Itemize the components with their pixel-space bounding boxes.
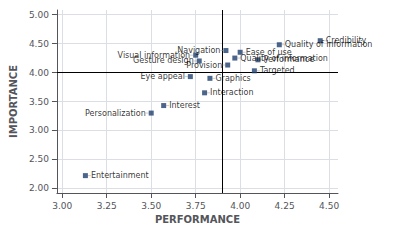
svg-text:Quality of information: Quality of information bbox=[240, 53, 328, 63]
svg-text:Eye appeal: Eye appeal bbox=[140, 72, 184, 81]
svg-text:3.50: 3.50 bbox=[141, 201, 161, 211]
svg-text:Provision: Provision bbox=[186, 61, 222, 70]
svg-text:Quality of information: Quality of information bbox=[285, 40, 373, 49]
svg-text:Interaction: Interaction bbox=[210, 88, 253, 97]
svg-text:4.00: 4.00 bbox=[29, 68, 49, 78]
svg-text:Targeted: Targeted bbox=[259, 66, 295, 75]
svg-text:3.25: 3.25 bbox=[97, 201, 117, 211]
svg-text:3.00: 3.00 bbox=[52, 201, 72, 211]
svg-text:4.50: 4.50 bbox=[319, 201, 339, 211]
svg-text:Visual information: Visual information bbox=[117, 50, 191, 60]
svg-text:Performance: Performance bbox=[263, 55, 314, 64]
svg-text:Interest: Interest bbox=[169, 101, 200, 110]
svg-text:IMPORTANCE: IMPORTANCE bbox=[8, 65, 19, 138]
svg-text:3.00: 3.00 bbox=[29, 125, 49, 135]
svg-text:Graphics: Graphics bbox=[215, 74, 250, 83]
svg-text:Ease of use: Ease of use bbox=[245, 47, 292, 57]
svg-text:5.00: 5.00 bbox=[29, 10, 49, 20]
svg-text:3.75: 3.75 bbox=[186, 201, 206, 211]
svg-text:Gesture design: Gesture design bbox=[133, 56, 194, 65]
svg-text:Navigation: Navigation bbox=[177, 46, 221, 55]
svg-text:4.50: 4.50 bbox=[29, 39, 49, 49]
svg-text:4.25: 4.25 bbox=[275, 201, 295, 211]
svg-text:Personalization: Personalization bbox=[85, 109, 146, 118]
svg-text:2.50: 2.50 bbox=[29, 154, 49, 164]
svg-text:4.00: 4.00 bbox=[230, 201, 250, 211]
svg-text:2.00: 2.00 bbox=[29, 183, 49, 193]
svg-text:3.50: 3.50 bbox=[29, 97, 49, 107]
svg-text:PERFORMANCE: PERFORMANCE bbox=[155, 214, 240, 225]
svg-text:Entertainment: Entertainment bbox=[91, 171, 149, 180]
